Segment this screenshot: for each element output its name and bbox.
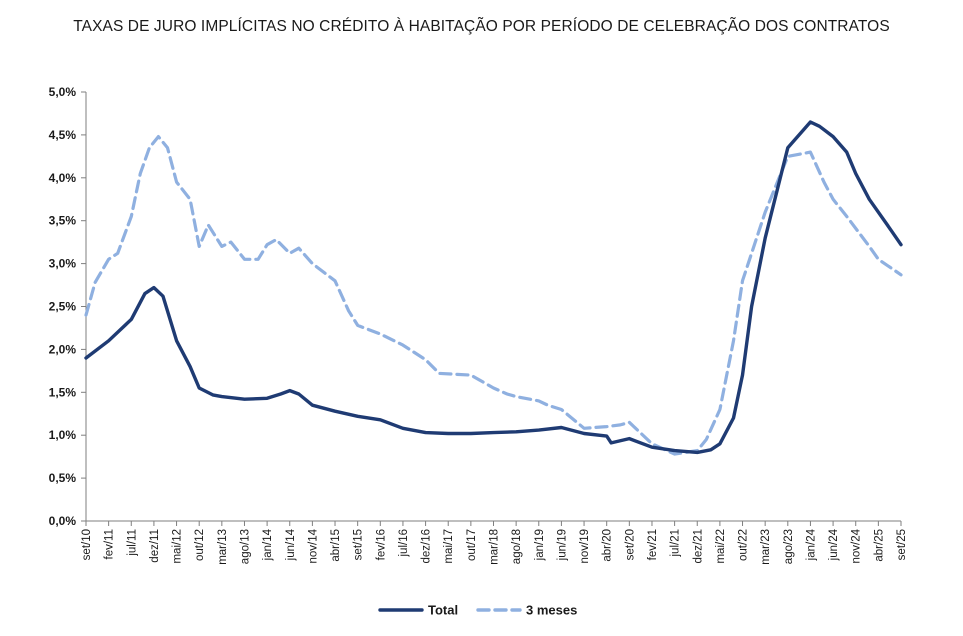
x-tick-label: mai/22 [715,529,727,564]
x-tick-label: jul/16 [398,529,410,558]
x-tick-label: mar/18 [489,529,501,565]
x-tick-label: jul/21 [670,529,682,558]
y-tick-label: 1,5% [49,385,77,399]
x-tick-label: fev/21 [647,529,659,560]
x-tick-label: ago/13 [239,529,251,564]
x-tick-label: set/25 [896,529,908,560]
y-tick-label: 0,5% [49,471,77,485]
x-tick-label: mar/13 [217,529,229,565]
legend-label-total: Total [428,603,458,618]
y-tick-label: 1,0% [49,428,77,442]
x-tick-label: fev/11 [104,529,116,559]
axes [81,91,902,526]
chart-title: TAXAS DE JURO IMPLÍCITAS NO CRÉDITO À HA… [73,18,890,35]
x-tick-label: jan/14 [262,528,274,561]
y-tick-label: 3,0% [49,257,77,271]
x-tick-label: nov/24 [851,528,863,563]
x-tick-label: jun/19 [556,529,568,561]
x-tick-label: abr/15 [330,529,342,562]
x-tick-label: jun/14 [285,528,297,561]
x-tick-label: set/15 [353,529,365,560]
x-tick-label: fev/16 [375,529,387,560]
x-tick-label: mar/23 [760,529,772,565]
x-tick-label: mai/17 [443,529,455,564]
x-tick-label: out/17 [466,529,478,561]
x-tick-label: abr/20 [602,529,614,562]
y-tick-label: 2,5% [49,300,77,314]
x-tick-labels: set/10 fev/11 jul/11 dez/11 mai/12 out/12 mar/… [81,528,908,564]
legend-label-tres-meses: 3 meses [526,603,577,618]
x-tick-label: ago/23 [783,529,795,564]
y-tick-label: 0,0% [49,514,77,528]
x-tick-label: nov/14 [307,528,319,563]
y-tick-label: 4,5% [49,128,77,142]
x-tick-label: jan/24 [805,528,817,561]
x-tick-label: jul/11 [126,529,138,557]
y-tick-label: 2,0% [49,342,77,356]
y-tick-labels: 0,0% 0,5% 1,0% 1,5% 2,0% 2,5% 3,0% 3,5% 4,0% 4,5%… [49,85,77,528]
x-tick-label: dez/16 [421,529,433,564]
x-tick-label: ago/18 [511,529,523,564]
x-tick-label: dez/21 [692,529,704,564]
series-lines [84,120,903,456]
x-tick-label: mai/12 [172,529,184,564]
x-tick-label: out/22 [738,529,750,561]
x-tick-label: jan/19 [534,529,546,561]
y-tick-label: 3,5% [49,214,77,228]
x-tick-label: set/10 [81,529,93,560]
x-tick-label: abr/25 [873,529,885,562]
legend: Total 3 meses [378,603,577,618]
x-tick-label: jun/24 [828,528,840,561]
y-tick-label: 5,0% [49,85,77,99]
x-tick-label: set/20 [624,529,636,560]
y-tick-label: 4,0% [49,171,77,185]
x-tick-label: nov/19 [579,529,591,564]
series-line-tres-meses [84,135,903,456]
x-tick-label: dez/11 [149,529,161,563]
x-tick-label: out/12 [194,529,206,561]
series-line-total [84,120,903,455]
